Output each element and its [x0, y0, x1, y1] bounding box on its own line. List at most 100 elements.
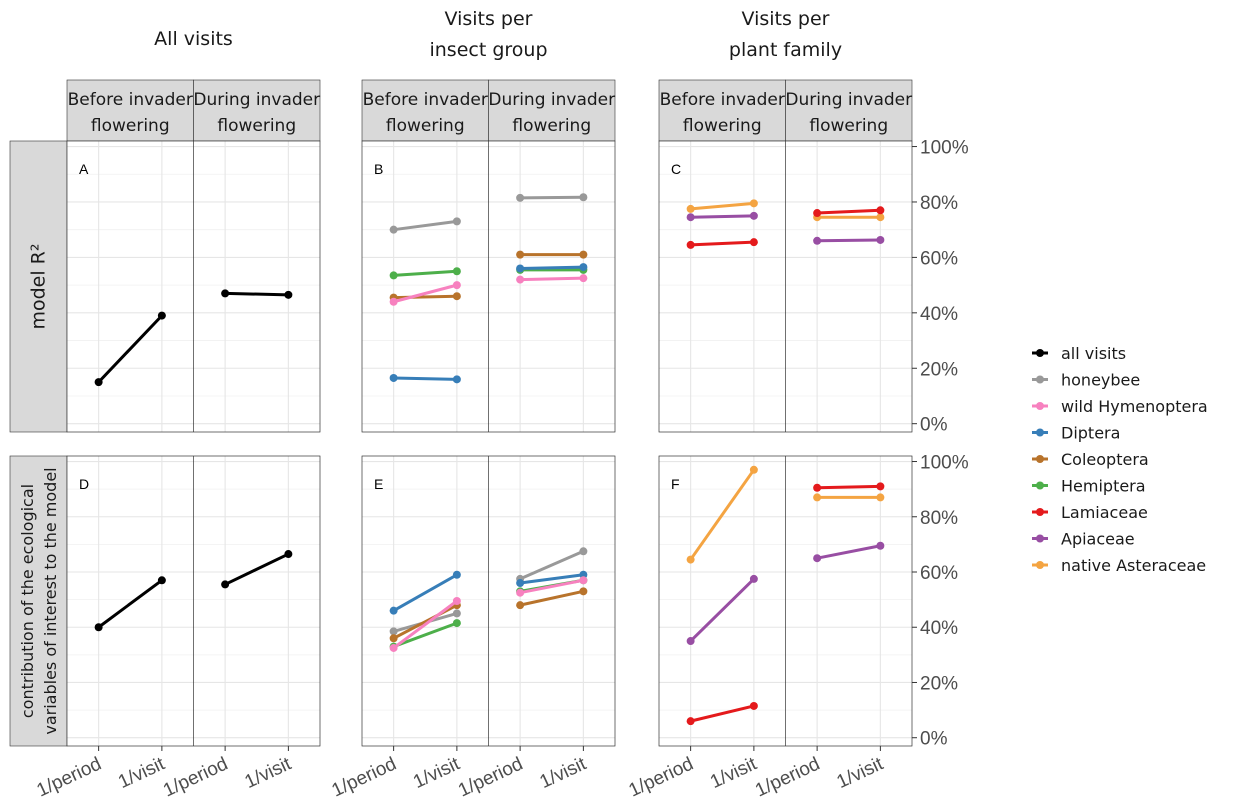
data-point-honeybee [389, 627, 398, 636]
facet-strip-label: During invader [785, 90, 912, 110]
series-line-all-visits [97, 314, 164, 384]
row-strip-label: contribution of the ecological [18, 484, 37, 718]
facet-strip [488, 79, 616, 142]
panel-tag: D [79, 476, 89, 492]
y-tick-label: 100% [920, 453, 969, 474]
facet-strip-label: flowering [512, 116, 591, 136]
legend-key-point [1036, 508, 1044, 516]
data-point-diptera [389, 606, 398, 615]
series-line-lamiaceae [689, 240, 756, 247]
panel-tag: B [374, 161, 383, 177]
facet-strip [361, 79, 489, 142]
data-point-apiaceae [749, 574, 758, 583]
legend-label: Lamiaceae [1061, 503, 1148, 522]
data-point-coleoptera [516, 250, 525, 259]
series-line-wild-hymenoptera [392, 599, 459, 650]
column-title: Visits per [742, 8, 830, 30]
data-point-honeybee [452, 609, 461, 618]
data-point-native-asteraceae [813, 493, 822, 502]
series-line-lamiaceae [689, 704, 756, 723]
legend-label: Apiaceae [1061, 530, 1135, 549]
data-point-apiaceae [686, 213, 695, 222]
facet-strip-label: flowering [386, 116, 465, 136]
x-tick-label: 1/visit [410, 753, 464, 793]
x-tick-label: 1/period [160, 753, 231, 801]
data-point-wild-hymenoptera [452, 597, 461, 605]
series-line-apiaceae [815, 238, 882, 243]
column-title: plant family [729, 39, 842, 61]
x-tick-label: 1/period [455, 753, 526, 801]
series-line-honeybee [392, 219, 459, 232]
series-line-native-asteraceae [689, 468, 756, 562]
series-line-diptera [518, 573, 585, 585]
y-tick-label: 80% [920, 193, 958, 214]
data-point-wild-hymenoptera [389, 643, 398, 652]
data-point-coleoptera [389, 634, 398, 643]
y-tick-label: 20% [920, 673, 958, 694]
legend-key-point [1036, 428, 1044, 437]
facet-strip-label: flowering [809, 116, 888, 136]
column-title: All visits [154, 28, 233, 50]
legend-key-point [1036, 481, 1044, 490]
data-point-lamiaceae [876, 482, 885, 491]
legend-label: wild Hymenoptera [1061, 397, 1208, 416]
data-point-apiaceae [749, 211, 758, 220]
x-tick-label: 1/period [752, 753, 823, 801]
legend-label: Diptera [1061, 424, 1120, 443]
data-point-lamiaceae [813, 483, 822, 492]
y-tick-label: 100% [920, 138, 969, 159]
data-point-native-asteraceae [749, 465, 758, 474]
data-point-diptera [516, 579, 525, 588]
data-point-apiaceae [876, 541, 885, 550]
row-strip-label-group: contribution of the ecological variables … [18, 467, 60, 734]
data-point-apiaceae [876, 235, 885, 244]
x-tick-label: 1/period [329, 753, 400, 801]
series-line-all-visits [223, 291, 290, 297]
data-point-diptera [452, 570, 461, 579]
facet-strip-label: flowering [683, 116, 762, 136]
legend-label: native Asteraceae [1061, 556, 1206, 575]
facet-strip [66, 79, 194, 142]
legend-label: Coleoptera [1061, 450, 1149, 469]
y-tick-label: 20% [920, 359, 958, 380]
panel-tag: C [671, 161, 681, 177]
y-tick-label: 0% [920, 729, 948, 750]
series-line-all-visits [97, 578, 164, 629]
data-point-hemiptera [452, 619, 461, 628]
data-point-diptera [579, 570, 588, 579]
data-point-honeybee [452, 217, 461, 226]
panel-tag: A [79, 161, 89, 177]
data-point-honeybee [516, 193, 525, 202]
data-point-wild-hymenoptera [452, 281, 461, 290]
row-strip [9, 455, 68, 747]
data-point-all-visits [94, 378, 103, 387]
legend-key-point [1036, 375, 1044, 384]
facet-strip-label: Before invader [660, 90, 785, 110]
series-line-lamiaceae [815, 208, 882, 215]
x-tick-label: 1/period [626, 753, 697, 801]
data-point-hemiptera [452, 267, 461, 276]
series-line-lamiaceae [815, 484, 882, 490]
series-line-coleoptera [392, 294, 459, 300]
legend-key-point [1036, 561, 1044, 569]
data-point-native-asteraceae [876, 213, 885, 222]
series-line-diptera [392, 376, 459, 381]
data-point-honeybee [579, 547, 588, 556]
legend-key-point [1036, 455, 1044, 463]
y-tick-label: 0% [920, 415, 948, 436]
data-point-lamiaceae [876, 206, 885, 215]
data-point-native-asteraceae [686, 204, 695, 213]
series-line-apiaceae [689, 577, 756, 643]
facet-strip-label: flowering [217, 116, 296, 136]
data-point-lamiaceae [686, 717, 695, 726]
series-line-all-visits [223, 552, 290, 586]
series-line-wild-hymenoptera [518, 578, 585, 595]
x-tick-label: 1/visit [834, 753, 888, 793]
facet-strip-label: Before invader [363, 90, 488, 110]
data-point-honeybee [579, 193, 588, 202]
data-point-lamiaceae [813, 209, 822, 218]
row-strip-label: variables of interest to the model [41, 467, 60, 734]
data-point-apiaceae [686, 637, 695, 646]
data-point-native-asteraceae [686, 555, 695, 564]
